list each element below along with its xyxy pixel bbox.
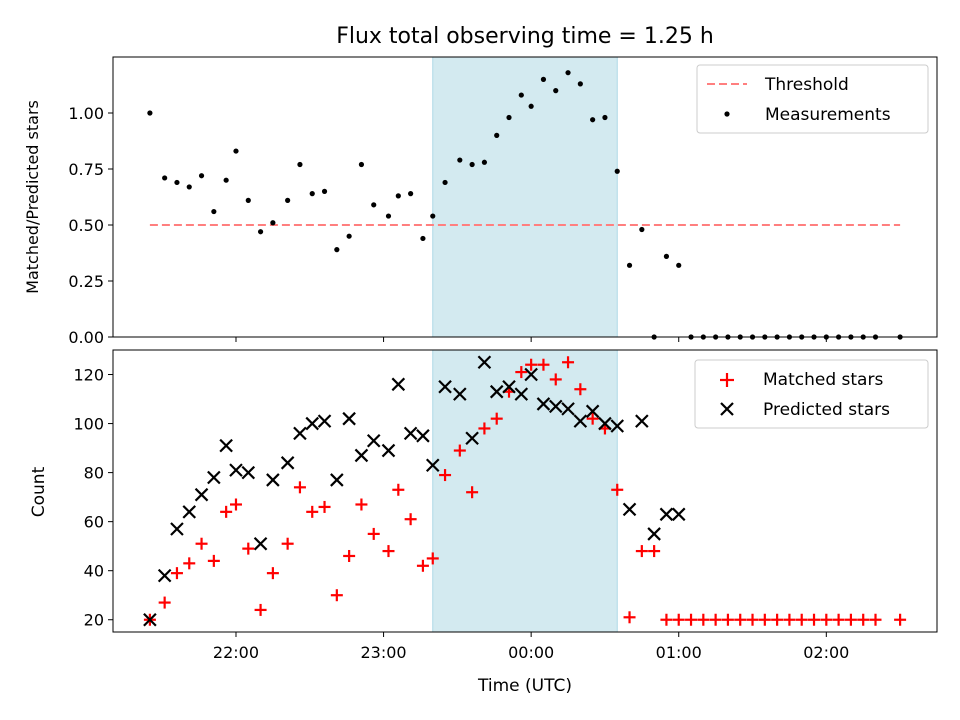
measurement-point [322, 189, 327, 194]
x-axis-label: Time (UTC) [477, 676, 572, 696]
measurement-point [470, 162, 475, 167]
measurement-point [224, 178, 229, 183]
measurement-point [664, 254, 669, 259]
measurement-point [676, 263, 681, 268]
measurement-point [553, 88, 558, 93]
measurement-point [519, 92, 524, 97]
top-y-tick-label: 0.00 [68, 328, 104, 347]
x-tick-label: 22:00 [213, 643, 259, 662]
top-y-tick-label: 0.75 [68, 160, 104, 179]
measurement-point [529, 104, 534, 109]
measurement-point [386, 213, 391, 218]
chart-title: Flux total observing time = 1.25 h [336, 24, 714, 49]
x-tick-label: 00:00 [508, 643, 554, 662]
measurement-point [565, 70, 570, 75]
top-y-tick-label: 0.50 [68, 216, 104, 235]
legend-predicted-label: Predicted stars [763, 400, 890, 420]
bottom-y-axis-label: Count [29, 466, 49, 517]
x-tick-label: 01:00 [656, 643, 702, 662]
figure: 0.00 0.25 0.50 0.75 1.00 Flux total observin… [0, 0, 960, 720]
measurement-point [310, 191, 315, 196]
measurement-point [334, 247, 339, 252]
measurement-point [494, 133, 499, 138]
bottom-y-tick-label: 60 [84, 513, 104, 532]
top-y-tick-label: 1.00 [68, 104, 104, 123]
x-tick-label: 02:00 [803, 643, 849, 662]
measurement-point [233, 148, 238, 153]
measurement-point [246, 198, 251, 203]
bottom-y-tick-label: 120 [73, 366, 104, 385]
measurement-point [578, 81, 583, 86]
legend-matched-label: Matched stars [763, 370, 883, 390]
measurement-point [396, 193, 401, 198]
measurement-point [187, 184, 192, 189]
measurement-point [442, 180, 447, 185]
measurement-point [430, 213, 435, 218]
measurement-point [627, 263, 632, 268]
measurement-point [590, 117, 595, 122]
bottom-y-tick-label: 100 [73, 415, 104, 434]
measurement-point [297, 162, 302, 167]
measurement-point [258, 229, 263, 234]
bottom-legend: Matched stars Predicted stars [695, 360, 928, 428]
measurement-point [639, 227, 644, 232]
measurement-point [408, 191, 413, 196]
measurement-point [457, 157, 462, 162]
top-y-axis-label: Matched/Predicted stars [23, 100, 42, 294]
measurement-point [506, 115, 511, 120]
x-tick-label: 23:00 [361, 643, 407, 662]
measurement-point [482, 160, 487, 165]
top-y-tick-label: 0.25 [68, 272, 104, 291]
measurement-point [211, 209, 216, 214]
top-legend: Threshold Measurements [697, 65, 928, 133]
bottom-y-tick-label: 40 [84, 562, 104, 581]
bottom-y-tick-label: 80 [84, 464, 104, 483]
measurement-point [371, 202, 376, 207]
measurement-point [615, 169, 620, 174]
measurement-point [199, 173, 204, 178]
measurement-point [359, 162, 364, 167]
measurement-point [270, 220, 275, 225]
legend-measurements-label: Measurements [765, 105, 891, 125]
measurement-point [147, 110, 152, 115]
bottom-y-tick-label: 20 [84, 611, 104, 630]
measurement-point [420, 236, 425, 241]
measurement-point [602, 115, 607, 120]
measurement-point [162, 175, 167, 180]
legend-threshold-label: Threshold [764, 75, 849, 95]
legend-measurements-swatch [724, 111, 729, 116]
top-highlight-band [433, 57, 617, 337]
measurement-point [285, 198, 290, 203]
measurement-point [541, 77, 546, 82]
measurement-point [174, 180, 179, 185]
measurement-point [347, 234, 352, 239]
